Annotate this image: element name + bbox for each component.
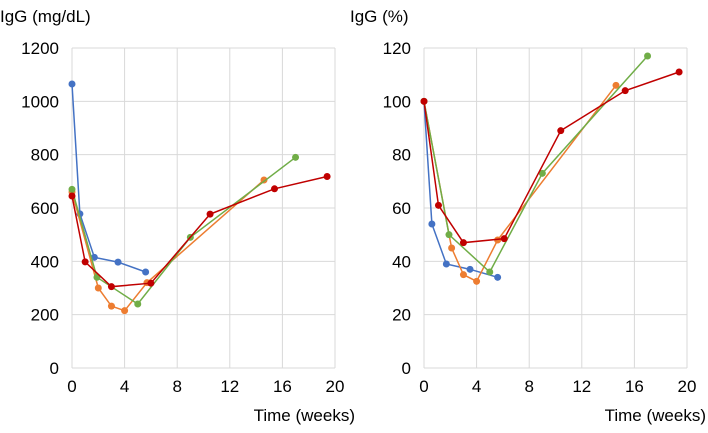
data-point-red <box>107 283 115 291</box>
data-point-red <box>500 235 508 243</box>
x-tick-label: 0 <box>419 377 428 396</box>
x-tick-label: 0 <box>67 377 76 396</box>
x-tick-label: 12 <box>572 377 591 396</box>
data-point-blue <box>68 80 76 88</box>
y-axis-label: IgG (mg/dL) <box>0 7 91 26</box>
data-point-green <box>292 153 300 161</box>
data-point-red <box>81 258 89 266</box>
data-point-red <box>621 87 629 95</box>
x-tick-label: 12 <box>220 377 239 396</box>
data-point-red <box>68 192 76 200</box>
x-tick-label: 8 <box>172 377 181 396</box>
data-point-blue <box>90 253 98 261</box>
data-point-blue <box>494 273 502 281</box>
data-point-red <box>459 239 467 247</box>
data-point-green <box>445 231 453 239</box>
data-point-green <box>68 185 76 193</box>
data-point-orange <box>121 307 129 315</box>
x-tick-label: 4 <box>120 377 129 396</box>
data-point-red <box>420 97 428 105</box>
data-point-green <box>538 169 546 177</box>
y-tick-label: 200 <box>31 306 59 325</box>
series-line-orange <box>71 179 265 312</box>
y-tick-label: 0 <box>402 359 411 378</box>
data-point-red <box>434 201 442 209</box>
series-line-blue <box>423 101 498 279</box>
y-tick-label: 100 <box>383 92 411 111</box>
data-point-orange <box>94 284 102 292</box>
y-axis-label: IgG (%) <box>350 7 409 26</box>
data-point-orange <box>448 244 456 252</box>
y-tick-label: 120 <box>383 39 411 58</box>
y-tick-label: 20 <box>392 306 411 325</box>
x-axis-label: Time (weeks) <box>605 406 706 425</box>
data-point-red <box>147 279 155 287</box>
data-point-blue <box>442 260 450 268</box>
y-tick-label: 0 <box>50 359 59 378</box>
y-tick-label: 1000 <box>21 92 59 111</box>
y-tick-label: 60 <box>392 199 411 218</box>
data-point-red <box>323 173 331 181</box>
data-point-orange <box>612 81 620 89</box>
data-point-blue <box>114 258 122 266</box>
x-tick-label: 16 <box>273 377 292 396</box>
x-tick-label: 16 <box>625 377 644 396</box>
x-tick-label: 20 <box>326 377 345 396</box>
data-point-red <box>206 210 214 218</box>
data-point-orange <box>459 271 467 279</box>
chart-panel-1: 0 4 8 12 16 20 0 20 40 60 80 100 120 IgG (%) Time (wee… <box>350 7 706 425</box>
x-axis-label: Time (weeks) <box>254 406 355 425</box>
series-line-blue <box>71 83 146 273</box>
x-tick-label: 8 <box>524 377 533 396</box>
x-tick-label: 20 <box>678 377 697 396</box>
data-point-green <box>644 52 652 60</box>
y-tick-label: 600 <box>31 199 59 218</box>
series-line-red <box>423 71 680 244</box>
data-point-blue <box>428 220 436 228</box>
data-point-orange <box>473 277 481 285</box>
x-tick-label: 4 <box>472 377 481 396</box>
y-tick-label: 80 <box>392 146 411 165</box>
data-point-red <box>557 127 565 135</box>
y-tick-label: 400 <box>31 252 59 271</box>
data-point-red <box>271 185 279 193</box>
y-tick-label: 800 <box>31 146 59 165</box>
data-point-orange <box>107 302 115 310</box>
y-tick-label: 1200 <box>21 39 59 58</box>
series-line-red <box>71 175 328 288</box>
data-point-green <box>486 268 494 276</box>
data-point-green <box>134 300 142 308</box>
y-tick-label: 40 <box>392 252 411 271</box>
data-point-red <box>675 68 683 76</box>
data-point-blue <box>142 268 150 276</box>
data-point-blue <box>466 265 474 273</box>
